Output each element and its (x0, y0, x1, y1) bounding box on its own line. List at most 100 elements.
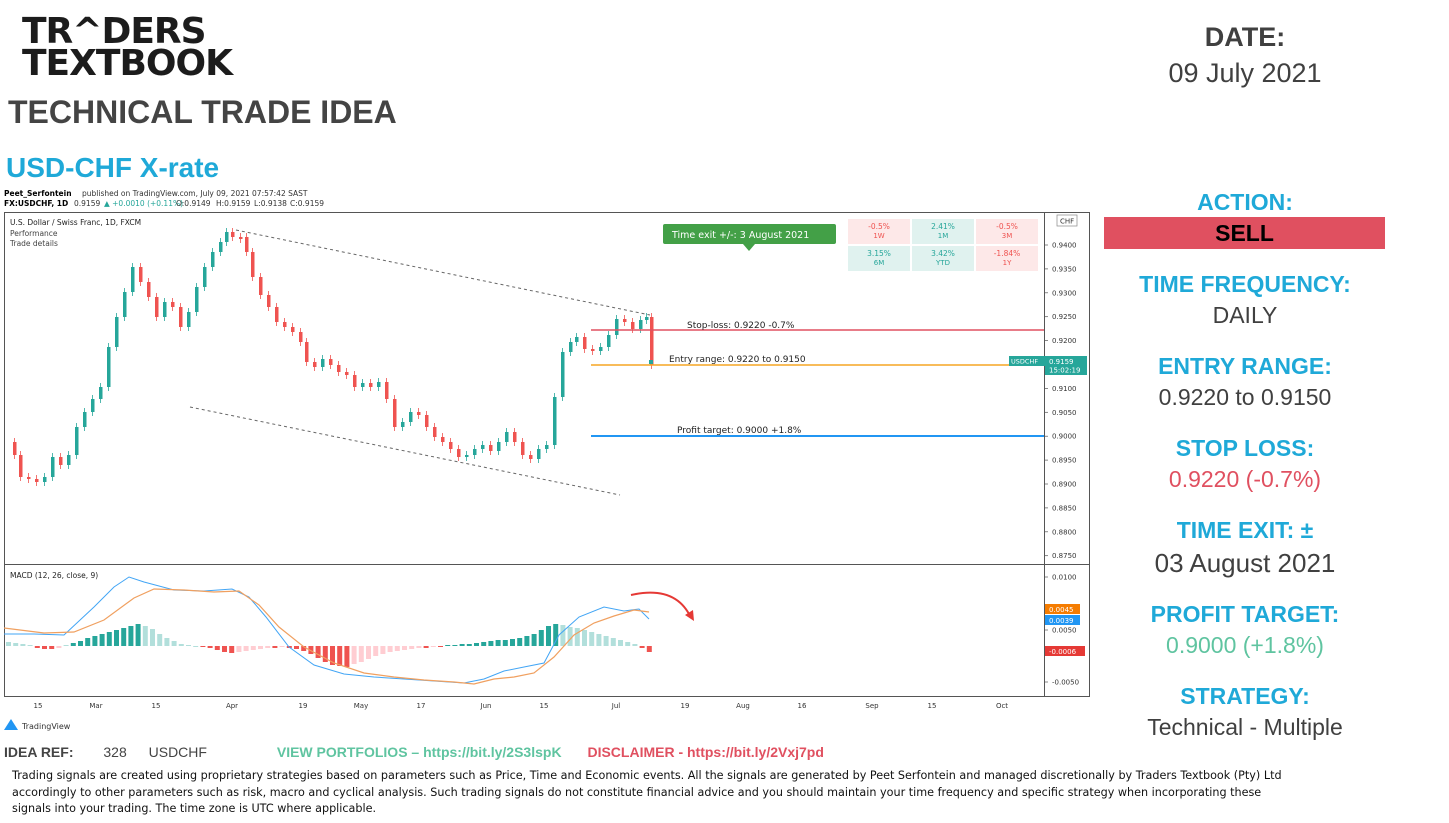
candle-body (91, 399, 95, 412)
candle-body (219, 242, 223, 252)
view-portfolios-link[interactable]: VIEW PORTFOLIOS – https://bit.ly/2S3lspK (276, 744, 562, 760)
chart-svg: Peet_Serfontein published on TradingView… (3, 189, 1090, 731)
candle-body (489, 445, 493, 451)
candle-body (650, 317, 654, 365)
macd-histogram-bar (574, 628, 580, 646)
macd-histogram-bar (445, 645, 451, 646)
publish-text: published on TradingView.com, July 09, 2… (82, 189, 308, 198)
candle-body (401, 422, 405, 427)
legend-trade-details[interactable]: Trade details (9, 239, 58, 248)
macd-histogram-bar (70, 643, 76, 646)
candle-body (385, 382, 389, 399)
performance-value: 3.15% (867, 249, 891, 258)
macd-histogram-bar (6, 642, 11, 646)
candle-body (337, 365, 341, 372)
pair-title: USD-CHF X-rate (6, 152, 220, 183)
action-label: ACTION: (1197, 189, 1293, 215)
entry-range-value: 0.9220 to 0.9150 (1158, 384, 1332, 410)
macd-tag-2: 0.0039 (1049, 617, 1074, 625)
macd-histogram-bar (236, 646, 242, 652)
ohlc-low: L:0.9138 (254, 199, 287, 208)
macd-histogram-bar (157, 634, 163, 646)
entry-range-note: Entry range: 0.9220 to 0.9150 (669, 355, 806, 365)
logo-line-2: TEXTBOOK (22, 43, 233, 84)
candle-body (67, 455, 71, 465)
macd-histogram-bar (589, 632, 595, 646)
date-tick-label: Sep (865, 702, 879, 710)
currency-box[interactable] (1056, 214, 1078, 227)
macd-histogram-bar (409, 646, 415, 649)
macd-histogram-bar (438, 646, 443, 647)
date-tick-label: Aug (736, 702, 750, 710)
macd-histogram-bar (13, 643, 19, 646)
macd-histogram-bar (596, 634, 602, 646)
date-tick-label: 15 (34, 702, 43, 710)
candle-body (615, 319, 619, 335)
date-label: DATE: (1204, 22, 1286, 52)
candle-body (345, 372, 349, 375)
price-tick-label: 0.9300 (1052, 289, 1077, 297)
candle-body (275, 307, 279, 322)
candle-body (529, 455, 533, 459)
candle-body (171, 302, 175, 307)
candle-body (649, 360, 653, 364)
macd-histogram-bar (171, 641, 177, 646)
date-tick-label: Jul (611, 702, 621, 710)
macd-histogram-bar (315, 646, 321, 658)
candle-body (449, 442, 453, 449)
legend-performance[interactable]: Performance (10, 229, 58, 238)
macd-histogram-bar (27, 645, 33, 646)
date-tick-label: Mar (89, 702, 102, 710)
candle-body (231, 232, 235, 237)
macd-line (4, 576, 650, 684)
macd-histogram-bar (416, 646, 422, 648)
candle-body (583, 337, 587, 349)
macd-axis-ticks: 0.0100 0.0050 -0.0050 (1044, 574, 1079, 687)
macd-histogram-bar (358, 646, 364, 662)
arrow-head-icon (685, 610, 694, 621)
idea-ref-pair: USDCHF (148, 744, 207, 760)
entry-range-label: ENTRY RANGE: (1158, 353, 1332, 379)
date-tick-label: 17 (417, 702, 426, 710)
price-tick-label: 0.9400 (1052, 242, 1077, 250)
candle-body (465, 455, 469, 457)
candle-body (155, 297, 159, 317)
candle-body (259, 277, 263, 295)
performance-period: YTD (935, 259, 950, 267)
macd-histogram-bar (351, 646, 357, 664)
stop-loss-value: 0.9220 (-0.7%) (1168, 466, 1322, 492)
upper-trendline (235, 229, 651, 316)
performance-grid: -0.5%1W2.41%1M-0.5%3M3.15%6M3.42%YTD-1.8… (848, 219, 1038, 271)
macd-histogram-bar (632, 644, 638, 646)
symbol-price-tag (1009, 356, 1045, 366)
macd-histogram-bar (85, 638, 91, 646)
price-tick-label: 0.9100 (1052, 385, 1077, 393)
candle-body (361, 383, 365, 387)
date-tick-label: Jun (480, 702, 492, 710)
price-tick-label: 0.9250 (1052, 313, 1077, 321)
macd-histogram-bar (625, 642, 631, 646)
candle-body (497, 442, 501, 451)
candle-body (599, 347, 603, 351)
candle-body (607, 335, 611, 347)
macd-tag-1: 0.0045 (1049, 606, 1074, 614)
candle-body (575, 337, 579, 342)
stop-loss-note: Stop-loss: 0.9220 -0.7% (687, 321, 795, 331)
performance-cell (912, 219, 974, 244)
candle-body (369, 383, 373, 387)
macd-histogram-bar (200, 646, 206, 647)
macd-tag-signal (1045, 604, 1080, 614)
macd-histogram-bar (337, 646, 343, 666)
candle-body (645, 317, 649, 320)
strategy-value: Technical - Multiple (1147, 714, 1343, 740)
macd-histogram-bar (430, 646, 436, 647)
performance-period: 6M (874, 259, 885, 267)
macd-histogram-bar (394, 646, 400, 651)
disclaimer-link[interactable]: DISCLAIMER - https://bit.ly/2Vxj7pd (587, 744, 824, 760)
macd-histogram-bar (387, 646, 393, 652)
lower-trendline (189, 406, 621, 496)
price-tag-value: 0.9159 (1049, 358, 1074, 366)
footer-reference-line: IDEA REF: 328 USDCHF VIEW PORTFOLIOS – h… (4, 744, 824, 760)
performance-value: -0.5% (868, 222, 890, 231)
macd-histogram-bar (222, 646, 227, 652)
